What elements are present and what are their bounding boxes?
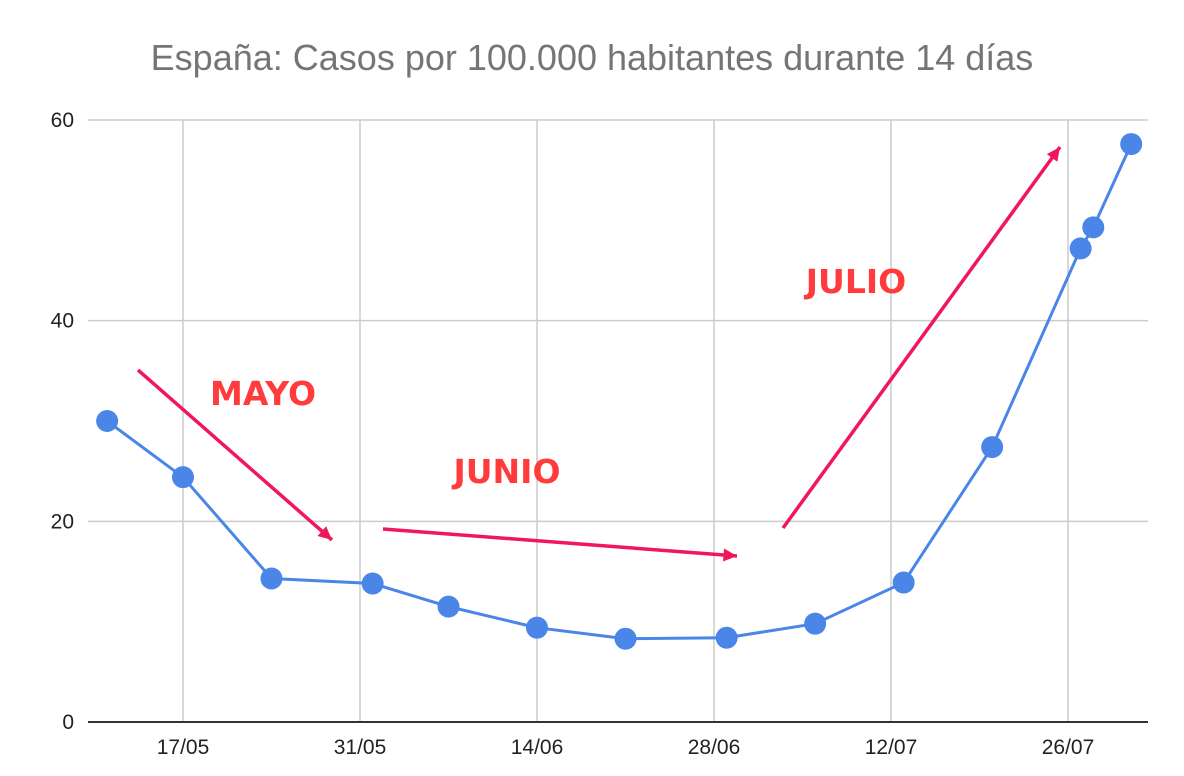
data-point [1120,133,1143,156]
data-point [260,567,283,590]
data-point [1069,237,1092,260]
x-tick-label: 28/06 [688,736,741,759]
annotation-julio: JULIO [804,262,906,301]
trend-arrow [136,368,334,542]
arrow-head [723,548,737,562]
series-line [106,143,1133,641]
trend-arrow [382,527,738,562]
data-point [172,466,194,489]
arrow-shaft [136,368,334,542]
data-point [361,572,384,595]
chart-title: España: Casos por 100.000 habitantes dur… [151,37,1034,78]
y-tick-label: 20 [51,510,74,533]
arrow-head [1046,147,1060,162]
trend-arrow [781,145,1062,530]
x-tick-label: 26/07 [1042,736,1095,759]
annotation-junio: JUNIO [451,452,560,491]
data-point [804,612,827,635]
trend-arrows [136,145,1062,562]
arrow-head [317,526,332,540]
arrow-shaft [781,145,1062,530]
y-tick-label: 60 [51,109,74,132]
data-point [981,436,1004,459]
data-point [1082,216,1105,239]
data-point [437,595,460,618]
data-point [614,627,637,650]
data-point [715,626,738,649]
annotations: MAYO JUNIO JULIO [210,262,906,491]
data-point [526,616,548,639]
annotation-mayo: MAYO [210,374,316,413]
y-tick-label: 40 [51,310,74,333]
x-tick-label: 14/06 [511,736,564,759]
data-point [96,410,119,432]
x-tick-label: 17/05 [157,736,210,759]
series-cases [96,133,1143,650]
arrow-shaft [382,527,738,558]
axis-ticks: 0 20 40 60 17/05 31/05 14/06 28/06 12/07 26/07 [51,109,1095,759]
x-tick-label: 12/07 [865,736,918,759]
x-tick-label: 31/05 [334,736,387,759]
data-point [892,571,915,594]
y-tick-label: 0 [62,711,74,734]
gridlines [88,119,1148,723]
